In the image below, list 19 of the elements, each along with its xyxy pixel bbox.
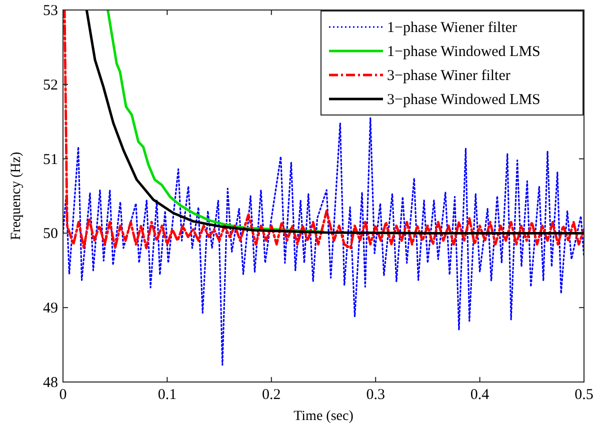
y-tick-label: 49 [43, 300, 58, 317]
legend-label: 1−phase Windowed LMS [387, 44, 540, 60]
x-axis-title: Time (sec) [294, 409, 354, 424]
x-tick-label: 0.1 [158, 387, 177, 403]
x-tick-label: 0.2 [262, 387, 281, 403]
y-tick-label: 51 [43, 152, 58, 168]
line-series [63, 117, 584, 366]
y-tick-label: 52 [43, 77, 58, 94]
x-tick-label: 0.4 [470, 387, 490, 403]
x-tick-label: 0.3 [366, 387, 385, 403]
legend-label: 3−phase Windowed LMS [387, 92, 540, 108]
legend-label: 3−phase Winer filter [387, 68, 510, 84]
y-axis-title: Frequency (Hz) [9, 152, 24, 240]
y-tick-label: 50 [43, 226, 58, 242]
y-tick-label: 48 [43, 375, 58, 391]
x-tick-label: 0.5 [574, 387, 593, 403]
legend-label: 1−phase Wiener filter [387, 20, 518, 36]
x-tick-label: 0 [59, 387, 67, 403]
y-tick-label: 53 [43, 3, 58, 19]
